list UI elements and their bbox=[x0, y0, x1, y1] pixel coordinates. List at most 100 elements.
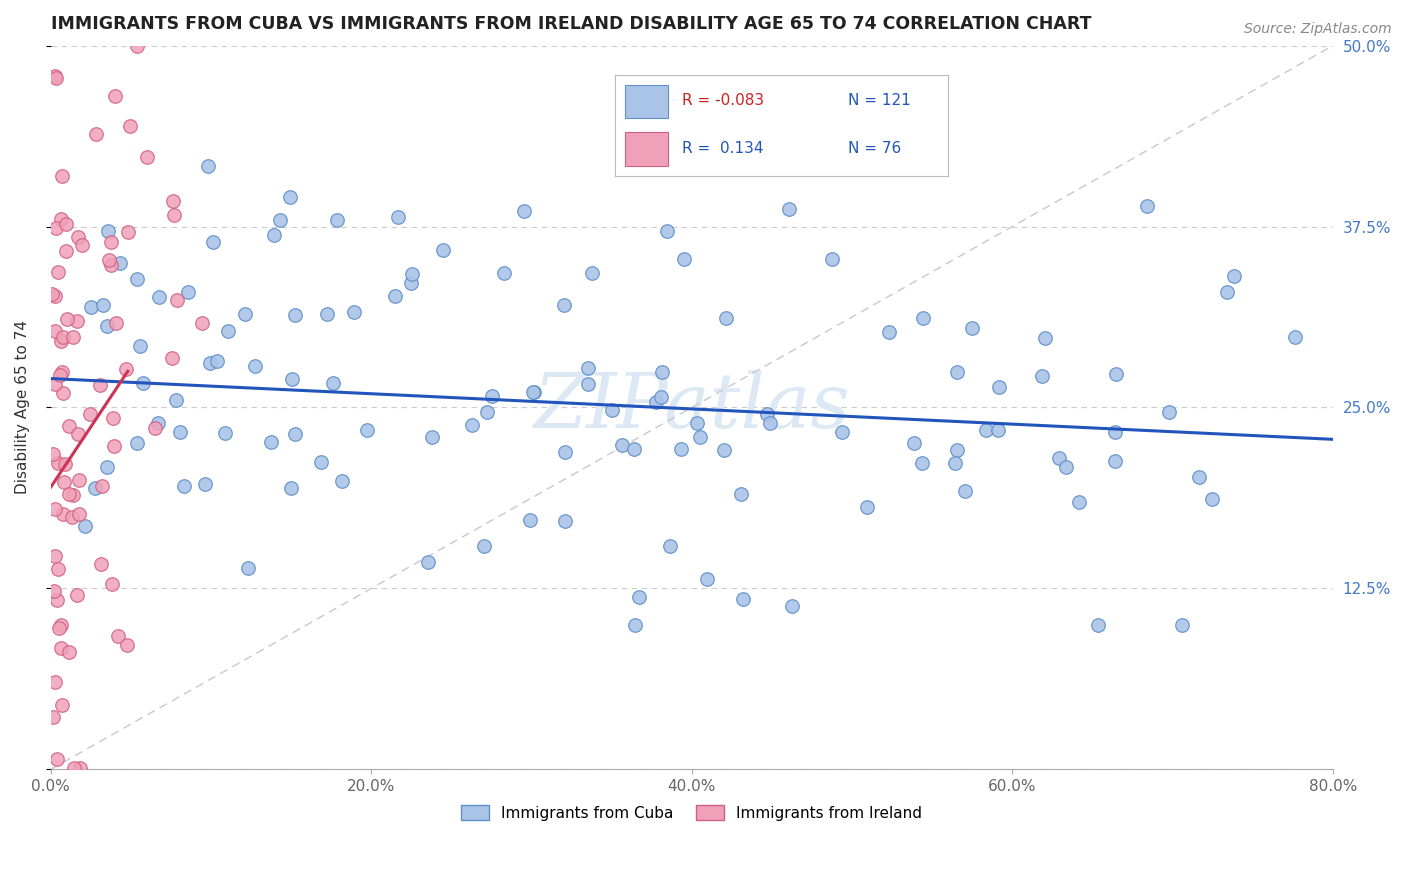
Point bbox=[492, 266, 515, 280]
Point bbox=[730, 487, 752, 501]
Point bbox=[83, 481, 105, 495]
Point bbox=[163, 208, 186, 222]
Point bbox=[127, 272, 149, 286]
Point bbox=[45, 752, 67, 766]
Point bbox=[1223, 269, 1246, 284]
Point bbox=[56, 312, 79, 326]
Point bbox=[66, 229, 89, 244]
Point bbox=[104, 88, 127, 103]
Point bbox=[103, 439, 125, 453]
Point bbox=[689, 430, 711, 444]
Point bbox=[877, 326, 900, 340]
Point bbox=[780, 599, 803, 613]
Point bbox=[481, 389, 503, 403]
Point bbox=[1104, 453, 1126, 467]
Point bbox=[46, 265, 69, 279]
Point bbox=[384, 289, 406, 303]
Point bbox=[401, 267, 423, 281]
Point bbox=[115, 638, 138, 652]
Point bbox=[44, 501, 66, 516]
Point bbox=[576, 376, 599, 391]
Point bbox=[1047, 450, 1070, 465]
Point bbox=[1087, 617, 1109, 632]
Point bbox=[44, 289, 66, 303]
Point bbox=[90, 558, 112, 572]
Point bbox=[903, 435, 925, 450]
Point bbox=[58, 418, 80, 433]
Point bbox=[733, 591, 755, 606]
Point bbox=[1104, 425, 1126, 439]
Point bbox=[713, 443, 735, 458]
Point bbox=[89, 378, 111, 392]
Point bbox=[51, 365, 73, 379]
Point bbox=[49, 212, 72, 227]
Point bbox=[316, 307, 339, 321]
Point bbox=[136, 150, 159, 164]
Point bbox=[48, 622, 70, 636]
Point bbox=[127, 435, 149, 450]
Point bbox=[1201, 491, 1223, 506]
Point bbox=[41, 286, 63, 301]
Point bbox=[245, 359, 267, 373]
Legend: Immigrants from Cuba, Immigrants from Ireland: Immigrants from Cuba, Immigrants from Ir… bbox=[456, 799, 928, 827]
Text: Source: ZipAtlas.com: Source: ZipAtlas.com bbox=[1244, 22, 1392, 37]
Point bbox=[190, 316, 212, 330]
Point bbox=[197, 159, 219, 173]
Point bbox=[125, 38, 148, 53]
Point bbox=[309, 455, 332, 469]
Point bbox=[101, 577, 124, 591]
Point bbox=[1170, 617, 1192, 632]
Point bbox=[650, 390, 672, 404]
Point bbox=[160, 351, 183, 365]
Point bbox=[44, 549, 66, 564]
Point bbox=[356, 423, 378, 437]
Point bbox=[45, 71, 67, 86]
Point bbox=[44, 324, 66, 338]
Point bbox=[1054, 460, 1077, 475]
Point bbox=[554, 514, 576, 528]
Point bbox=[1069, 495, 1091, 509]
Point bbox=[233, 307, 256, 321]
Point bbox=[214, 426, 236, 441]
Point bbox=[44, 376, 66, 391]
Point bbox=[987, 380, 1010, 394]
Point bbox=[62, 761, 84, 775]
Point bbox=[148, 290, 170, 304]
Point bbox=[387, 211, 409, 225]
Point bbox=[475, 405, 498, 419]
Point bbox=[108, 256, 131, 270]
Point bbox=[69, 761, 91, 775]
Point bbox=[67, 473, 90, 487]
Point bbox=[91, 479, 114, 493]
Point bbox=[330, 475, 353, 489]
Point bbox=[58, 645, 80, 659]
Point bbox=[472, 540, 495, 554]
Point bbox=[70, 238, 93, 252]
Point bbox=[953, 483, 976, 498]
Point bbox=[623, 442, 645, 456]
Point bbox=[115, 361, 138, 376]
Point bbox=[217, 324, 239, 338]
Y-axis label: Disability Age 65 to 74: Disability Age 65 to 74 bbox=[15, 320, 30, 494]
Point bbox=[46, 592, 69, 607]
Point bbox=[432, 243, 454, 257]
Point bbox=[62, 487, 84, 501]
Point bbox=[1216, 285, 1239, 299]
Point bbox=[49, 334, 72, 349]
Point bbox=[177, 285, 200, 300]
Point bbox=[856, 500, 879, 514]
Point bbox=[100, 259, 122, 273]
Point bbox=[46, 456, 69, 470]
Point bbox=[173, 479, 195, 493]
Point bbox=[96, 459, 118, 474]
Point bbox=[821, 252, 844, 266]
Point bbox=[146, 416, 169, 430]
Point bbox=[623, 617, 645, 632]
Point bbox=[714, 310, 737, 325]
Point bbox=[946, 365, 969, 379]
Point bbox=[91, 298, 114, 312]
Point bbox=[66, 314, 89, 328]
Point bbox=[73, 519, 96, 533]
Point bbox=[52, 386, 75, 401]
Point bbox=[987, 424, 1010, 438]
